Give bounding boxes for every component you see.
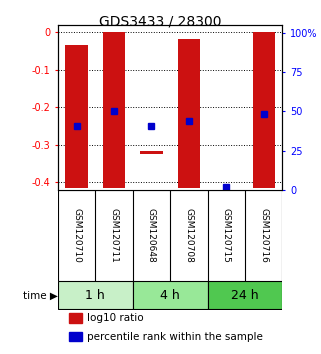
Text: GSM120716: GSM120716: [259, 208, 268, 263]
Bar: [103, 32, 125, 188]
Bar: [140, 150, 163, 154]
Bar: [65, 45, 88, 188]
Bar: [253, 32, 275, 188]
Text: GDS3433 / 28300: GDS3433 / 28300: [99, 14, 222, 28]
Text: 1 h: 1 h: [85, 289, 105, 302]
Text: log10 ratio: log10 ratio: [87, 313, 143, 323]
Text: GSM120710: GSM120710: [72, 208, 81, 263]
Text: 4 h: 4 h: [160, 289, 180, 302]
FancyBboxPatch shape: [58, 281, 133, 309]
Text: GSM120648: GSM120648: [147, 208, 156, 263]
FancyBboxPatch shape: [208, 281, 282, 309]
Bar: [178, 39, 200, 188]
Text: GSM120708: GSM120708: [184, 208, 193, 263]
Text: percentile rank within the sample: percentile rank within the sample: [87, 331, 263, 342]
Text: GSM120711: GSM120711: [109, 208, 118, 263]
Text: 24 h: 24 h: [231, 289, 259, 302]
Bar: [69, 332, 82, 341]
Bar: [69, 314, 82, 323]
Text: GSM120715: GSM120715: [222, 208, 231, 263]
Text: time ▶: time ▶: [23, 290, 58, 300]
FancyBboxPatch shape: [133, 281, 208, 309]
